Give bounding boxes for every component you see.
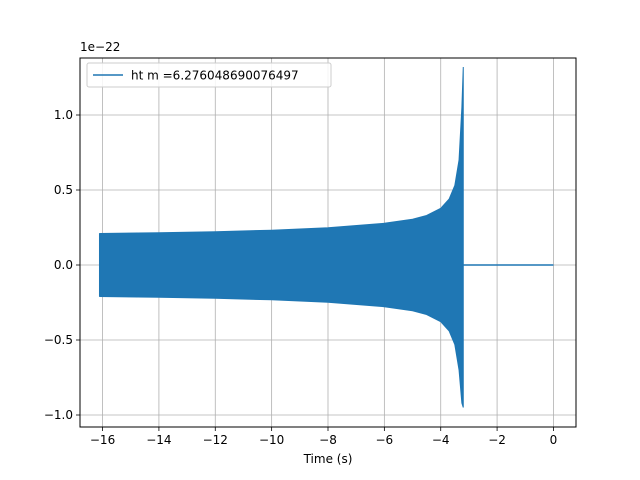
- x-tick-label: −10: [259, 433, 284, 447]
- y-tick-label: 1.0: [54, 108, 73, 122]
- series-ht: [98, 66, 554, 408]
- x-tick-label: −12: [203, 433, 228, 447]
- x-tick-label: −6: [376, 433, 394, 447]
- legend-box: [86, 62, 332, 88]
- legend: ht m =6.276048690076497: [86, 62, 332, 88]
- legend-label: ht m =6.276048690076497: [131, 69, 299, 83]
- y-axis-offset-label: 1e−22: [80, 40, 120, 54]
- y-tick-label: 0.5: [54, 183, 73, 197]
- x-axis-ticks: −16 −14 −12 −10 −8 −6 −4 −2 0: [90, 427, 557, 447]
- y-tick-label: 0.0: [54, 258, 73, 272]
- x-tick-label: −16: [90, 433, 115, 447]
- x-tick-label: −4: [432, 433, 450, 447]
- y-tick-label: −1.0: [44, 408, 73, 422]
- x-axis-label: Time (s): [303, 452, 353, 466]
- y-tick-label: −0.5: [44, 333, 73, 347]
- y-axis-ticks: −1.0 −0.5 0.0 0.5 1.0: [44, 108, 80, 422]
- series-envelope: [99, 66, 464, 408]
- x-tick-label: 0: [550, 433, 558, 447]
- x-tick-label: −14: [146, 433, 171, 447]
- x-tick-label: −8: [319, 433, 337, 447]
- x-tick-label: −2: [488, 433, 506, 447]
